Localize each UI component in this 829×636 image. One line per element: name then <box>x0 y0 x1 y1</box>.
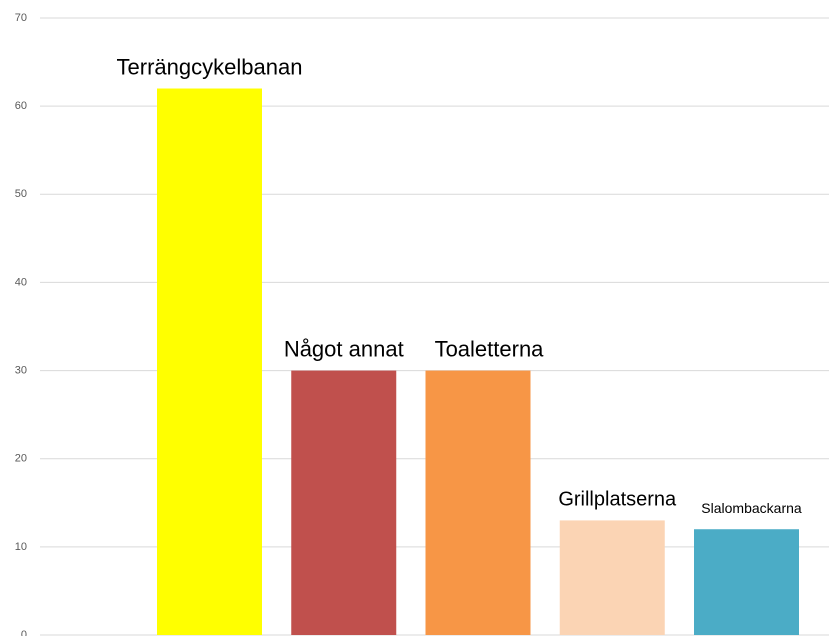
bar <box>157 88 262 635</box>
bar-label: Något annat <box>284 336 404 361</box>
y-tick-label: 30 <box>15 364 27 376</box>
bar-label: Toaletterna <box>435 336 545 361</box>
bar <box>425 370 531 635</box>
bar <box>291 370 397 635</box>
bar <box>694 529 799 635</box>
bar-label: Terrängcykelbanan <box>117 54 303 79</box>
y-tick-label: 10 <box>15 541 27 553</box>
bar <box>559 520 665 635</box>
bar-label: Grillplatserna <box>558 489 677 511</box>
y-tick-label: 60 <box>15 100 27 112</box>
y-tick-label: 0 <box>21 629 27 636</box>
y-tick-label: 20 <box>15 453 27 465</box>
bar-label: Slalombackarna <box>701 500 802 516</box>
y-tick-label: 70 <box>15 12 27 24</box>
y-tick-label: 40 <box>15 276 27 288</box>
y-tick-label: 50 <box>15 188 27 200</box>
